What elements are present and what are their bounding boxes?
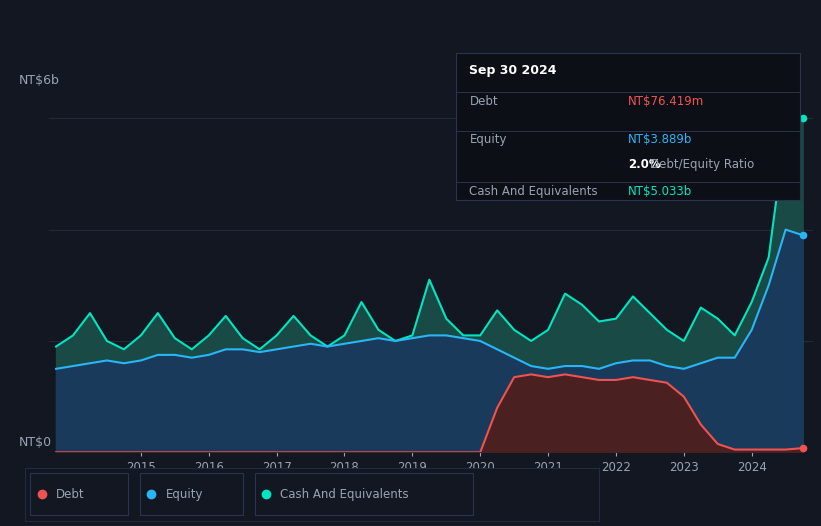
Text: Equity: Equity (165, 488, 203, 501)
Text: Cash And Equivalents: Cash And Equivalents (281, 488, 409, 501)
Text: 2.0%: 2.0% (628, 158, 661, 171)
Text: Sep 30 2024: Sep 30 2024 (470, 64, 557, 77)
FancyBboxPatch shape (255, 473, 473, 515)
Text: Debt: Debt (470, 95, 498, 108)
Text: Debt: Debt (56, 488, 85, 501)
Text: Equity: Equity (470, 133, 507, 146)
Text: NT$3.889b: NT$3.889b (628, 133, 692, 146)
Text: Cash And Equivalents: Cash And Equivalents (470, 185, 598, 198)
Text: NT$76.419m: NT$76.419m (628, 95, 704, 108)
FancyBboxPatch shape (30, 473, 128, 515)
Text: NT$5.033b: NT$5.033b (628, 185, 692, 198)
Text: Debt/Equity Ratio: Debt/Equity Ratio (650, 158, 754, 171)
FancyBboxPatch shape (140, 473, 243, 515)
Text: NT$6b: NT$6b (19, 74, 60, 87)
Text: NT$0: NT$0 (19, 436, 52, 449)
